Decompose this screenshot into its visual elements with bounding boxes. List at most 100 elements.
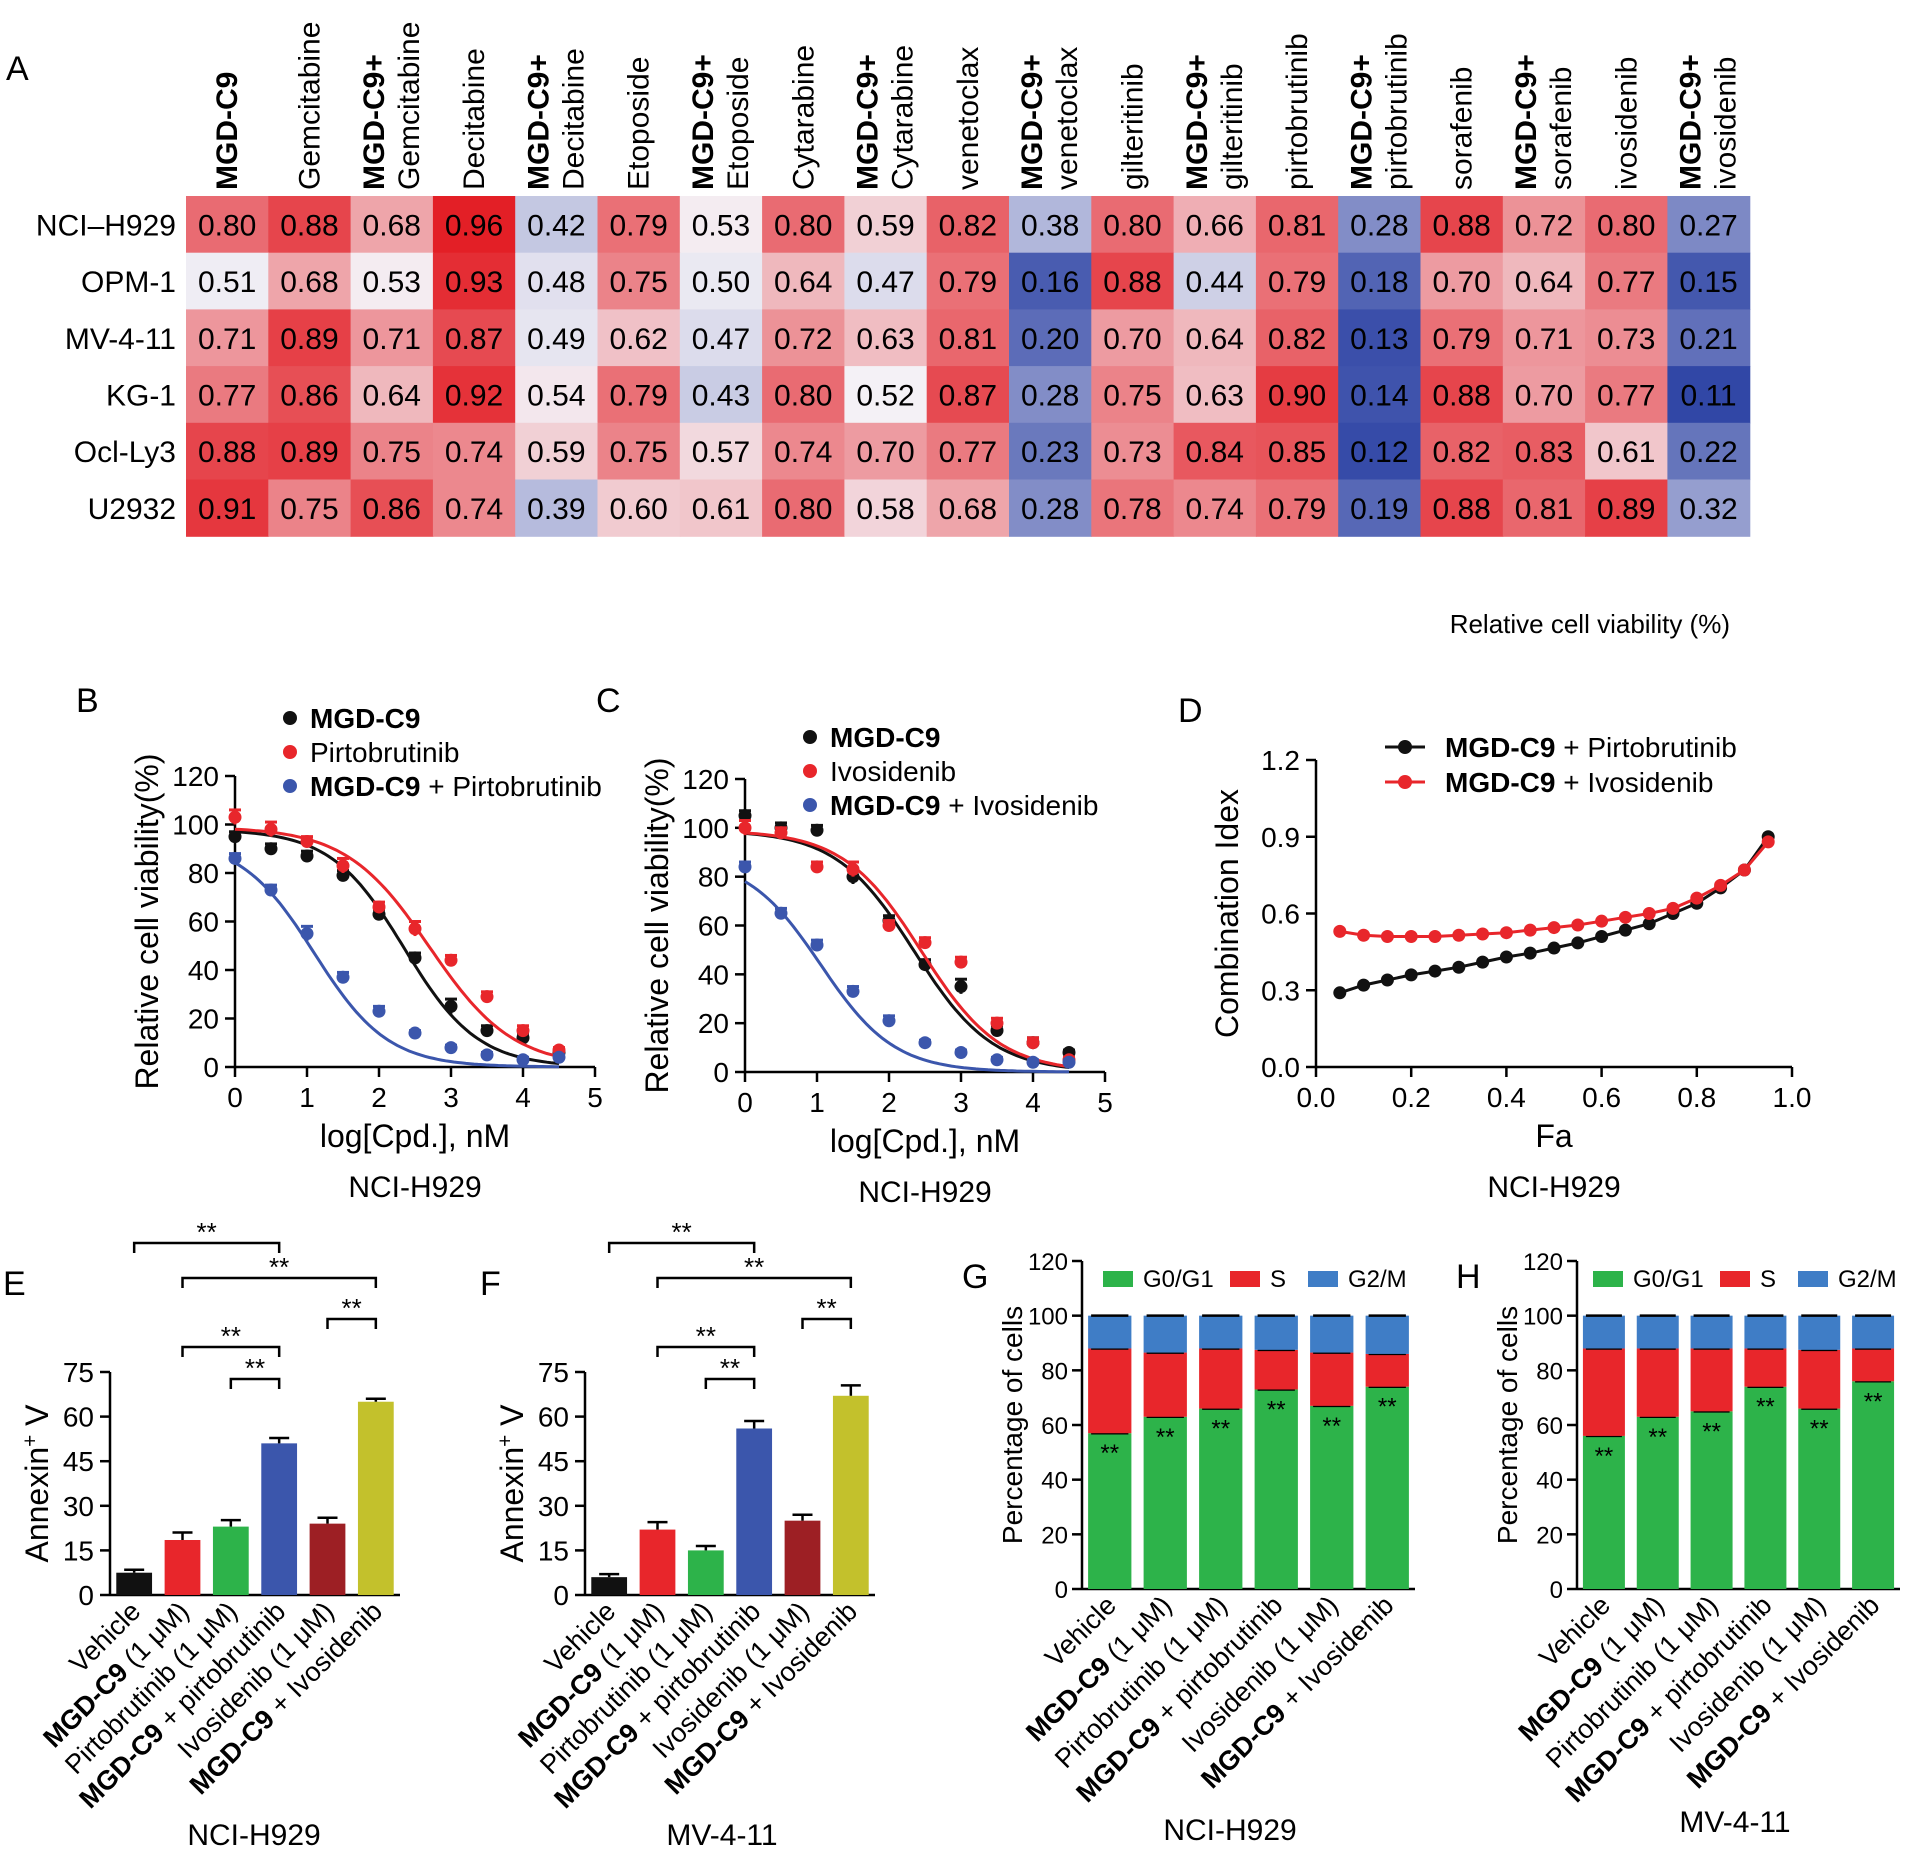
heatmap-value: 0.23 xyxy=(1021,436,1079,469)
heatmap-value: 0.77 xyxy=(1597,266,1655,299)
stacked-segment xyxy=(1636,1416,1679,1589)
heatmap-value: 0.82 xyxy=(1268,323,1326,356)
legend-entry-part-0: MGD-C9 xyxy=(310,771,420,802)
row-label: NCI–H929 xyxy=(36,209,176,242)
legend-swatch xyxy=(1798,1271,1828,1287)
heatmap-cell xyxy=(1667,196,1751,254)
heatmap-value: 0.74 xyxy=(445,436,503,469)
heatmap-cell xyxy=(350,309,434,367)
heatmap-value: 0.58 xyxy=(856,493,914,526)
legend-entry-part-0: MGD-C9 xyxy=(310,703,420,734)
y-tick-label: 30 xyxy=(63,1491,94,1522)
heatmap-value: 0.59 xyxy=(527,436,585,469)
y-tick-label: 20 xyxy=(1041,1522,1068,1549)
x-tick-label: 0.6 xyxy=(1582,1082,1621,1113)
heatmap-value: 0.54 xyxy=(527,379,585,412)
heatmap-cell xyxy=(844,309,928,367)
data-point xyxy=(1476,955,1490,969)
x-tick-label: 0.2 xyxy=(1392,1082,1431,1113)
legend-entry: MGD-C9 + Pirtobrutinib xyxy=(1445,732,1737,763)
data-point xyxy=(954,980,968,994)
heatmap-value: 0.89 xyxy=(280,323,338,356)
column-label: Etoposide xyxy=(623,57,656,190)
bar xyxy=(687,1550,724,1595)
heatmap-cell xyxy=(762,252,845,310)
heatmap-value: 0.63 xyxy=(856,323,914,356)
panel-letter-c: C xyxy=(596,682,621,720)
x-tick-label: 0.8 xyxy=(1677,1082,1716,1113)
heatmap-value: 0.28 xyxy=(1350,209,1408,242)
heatmap-value: 0.82 xyxy=(1432,436,1490,469)
data-point xyxy=(408,1026,422,1040)
stacked-segment xyxy=(1852,1348,1895,1382)
data-point xyxy=(336,868,350,882)
heatmap-cell xyxy=(597,196,681,254)
legend-entry-part-0: Pirtobrutinib xyxy=(310,737,459,768)
column-label-line1: MGD-C9+ xyxy=(1675,54,1708,190)
y-tick-label: 100 xyxy=(172,810,219,841)
y-axis-label: Percentage of cells xyxy=(1492,1306,1523,1544)
data-point xyxy=(1333,924,1347,938)
legend-swatch xyxy=(1103,1271,1133,1287)
heatmap-value: 0.53 xyxy=(692,209,750,242)
stacked-segment xyxy=(1798,1315,1841,1350)
data-point xyxy=(1547,941,1561,955)
column-label: Cytarabine xyxy=(787,45,820,190)
heatmap-value: 0.52 xyxy=(856,379,914,412)
x-tick-label: 1 xyxy=(809,1087,825,1118)
heatmap-value: 0.70 xyxy=(1103,323,1161,356)
heatmap-cell xyxy=(268,366,352,424)
heatmap-cell xyxy=(762,422,845,481)
heatmap-value: 0.66 xyxy=(1186,209,1244,242)
heatmap-value: 0.32 xyxy=(1679,493,1737,526)
x-tick-label: 1 xyxy=(299,1082,315,1113)
legend-entry-part-1: + Ivosidenib xyxy=(940,790,1098,821)
panel-letter-b: B xyxy=(76,682,99,720)
stacked-segment xyxy=(1690,1348,1733,1412)
column-label: ivosidenib xyxy=(1610,57,1643,190)
column-label-line2: venetoclax xyxy=(1051,47,1084,190)
heatmap-cell xyxy=(1667,252,1751,310)
data-point xyxy=(300,849,314,863)
significance-stars: ** xyxy=(1211,1416,1230,1443)
data-point xyxy=(300,834,314,848)
y-tick-label: 75 xyxy=(538,1357,569,1388)
data-point xyxy=(1062,1055,1076,1069)
data-point xyxy=(444,999,458,1013)
legend-label: S xyxy=(1270,1266,1286,1293)
heatmap-cell xyxy=(844,252,928,310)
column-label-line2: pirtobrutinib xyxy=(1380,33,1413,190)
y-tick-label: 20 xyxy=(1536,1522,1563,1549)
y-tick-label: 0 xyxy=(1550,1577,1563,1604)
stacked-segment xyxy=(1365,1315,1409,1354)
heatmap-value: 0.93 xyxy=(445,266,503,299)
y-tick-label: 80 xyxy=(698,862,729,893)
data-point xyxy=(1499,950,1513,964)
data-point xyxy=(1380,973,1394,987)
heatmap-cell xyxy=(1420,196,1504,254)
heatmap-value: 0.84 xyxy=(1186,436,1244,469)
y-tick-label: 1.2 xyxy=(1261,745,1300,776)
y-tick-label: 40 xyxy=(188,955,219,986)
heatmap-cell xyxy=(1009,196,1092,254)
column-label: pirtobrutinib xyxy=(1281,33,1314,190)
heatmap-value: 0.47 xyxy=(856,266,914,299)
heatmap-value: 0.43 xyxy=(692,379,750,412)
heatmap-cell xyxy=(1338,309,1422,367)
y-tick-label: 0 xyxy=(713,1057,729,1088)
heatmap-value: 0.80 xyxy=(1103,209,1161,242)
heatmap-value: 0.71 xyxy=(198,323,256,356)
legend-swatch xyxy=(1593,1271,1623,1287)
heatmap-value: 0.11 xyxy=(1680,379,1736,412)
stacked-segment xyxy=(1254,1389,1298,1589)
y-axis-label-part-2: V xyxy=(19,1404,55,1435)
heatmap-cell xyxy=(844,422,928,481)
y-tick-label: 80 xyxy=(188,858,219,889)
x-tick-label: 3 xyxy=(443,1082,459,1113)
significance-stars: ** xyxy=(1702,1418,1721,1445)
heatmap-value: 0.79 xyxy=(1268,266,1326,299)
y-tick-label: 30 xyxy=(538,1491,569,1522)
heatmap-cell xyxy=(1420,366,1504,424)
y-tick-label: 100 xyxy=(682,813,729,844)
y-tick-label: 120 xyxy=(682,764,729,795)
